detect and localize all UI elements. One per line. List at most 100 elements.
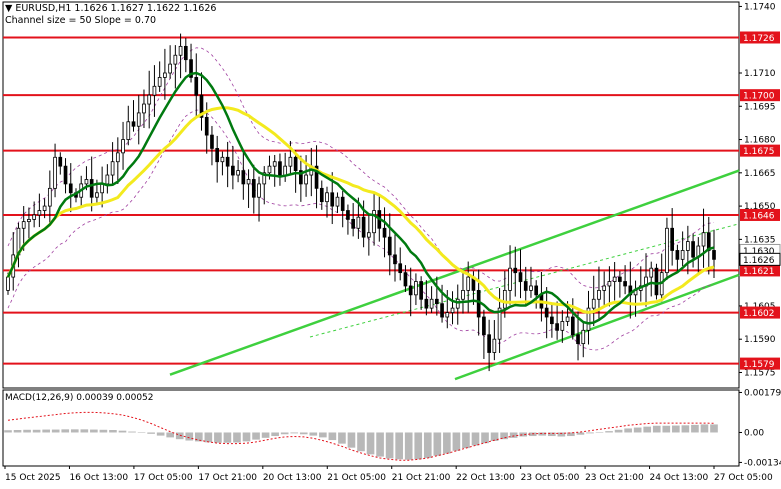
level-tag: 1.1621 — [740, 264, 780, 277]
candle-bull — [173, 54, 178, 65]
x-tick-label: 23 Oct 05:00 — [521, 473, 580, 483]
level-tag: 1.1602 — [740, 306, 780, 319]
macd-bar — [691, 424, 699, 433]
candle-bull — [32, 214, 36, 220]
candle-bull — [27, 219, 31, 223]
macd-bar — [672, 425, 680, 433]
macd-bar — [710, 424, 718, 433]
macd-bar — [481, 432, 489, 444]
candle-bear — [215, 148, 220, 163]
candle-bear — [482, 316, 486, 336]
level-tag: 1.1646 — [740, 208, 780, 221]
candle-bull — [37, 210, 42, 216]
candle-bear — [89, 179, 94, 198]
macd-header: MACD(12,26,9) 0.00039 0.00052 — [5, 393, 154, 403]
macd-bar — [490, 432, 499, 441]
macd-bar — [605, 431, 613, 433]
level-tag-label: 1.1726 — [743, 34, 775, 44]
candle-bear — [319, 187, 324, 203]
candle-bear — [241, 170, 246, 185]
macd-bar — [547, 432, 556, 437]
y-tick-label: 1.1710 — [744, 69, 776, 79]
candle-bull — [152, 85, 157, 96]
macd-bar — [70, 429, 79, 433]
candle-bull — [466, 276, 471, 291]
macd-bar — [376, 432, 384, 457]
x-tick-label: 23 Oct 21:00 — [585, 473, 644, 483]
macd-bar — [261, 432, 270, 438]
macd-panel: 0.00179 0.00 -0.00134 — [4, 388, 781, 468]
candle-bull — [414, 281, 418, 296]
macd-bar — [128, 431, 136, 433]
macd-bar — [280, 432, 289, 435]
candle-bull — [529, 285, 533, 291]
candle-bear — [63, 165, 68, 185]
macd-bar — [662, 425, 671, 433]
candle-bear — [513, 267, 518, 274]
macd-bar — [204, 432, 213, 443]
candle-bull — [157, 77, 162, 87]
candle-bull — [367, 232, 371, 238]
x-tick-label: 21 Oct 05:00 — [327, 473, 386, 483]
candle-bear — [487, 334, 491, 353]
candle-bear — [314, 165, 319, 189]
channel-lower-line — [454, 273, 740, 381]
macd-bar — [242, 432, 251, 442]
candle-bear — [251, 179, 256, 198]
candle-bear — [675, 250, 680, 260]
candle-bear — [712, 250, 716, 260]
macd-bar — [471, 432, 480, 446]
candle-bull — [335, 196, 340, 207]
candle-bull — [178, 45, 183, 56]
candle-bear — [618, 276, 622, 282]
x-tick-label: 24 Oct 13:00 — [650, 473, 709, 483]
level-tags: 1.1726 1.1700 1.1675 1.1646 1.1621 1.1602 1.15… — [739, 31, 781, 370]
macd-bar — [624, 428, 632, 433]
macd-panel-border — [2, 389, 740, 467]
level-tag: 1.1726 — [740, 31, 780, 44]
x-tick-label: 20 Oct 13:00 — [263, 473, 322, 483]
macd-bar — [166, 432, 175, 438]
macd-bar — [423, 432, 432, 458]
macd-bar — [51, 429, 60, 433]
candle-bull — [272, 161, 277, 167]
candle-bull — [450, 307, 455, 313]
ma-fast-line — [6, 71, 715, 325]
candle-bear — [210, 134, 214, 149]
candle-bull — [220, 156, 225, 163]
macd-bar — [23, 429, 31, 433]
macd-bar — [557, 432, 566, 437]
candle-bull — [607, 281, 612, 287]
candle-bear — [346, 210, 350, 220]
channel-info: Channel size = 50 Slope = 0.70 — [5, 15, 157, 26]
macd-bar — [90, 429, 98, 433]
macd-bar — [395, 432, 403, 460]
level-tag-label: 1.1621 — [743, 267, 775, 277]
candle-bull — [6, 276, 10, 291]
candle-bear — [183, 45, 188, 61]
candle-bull — [602, 285, 607, 291]
candle-bull — [665, 227, 669, 274]
macd-bar — [109, 430, 117, 433]
macd-bar — [185, 432, 194, 441]
x-tick-label: 22 Oct 13:00 — [456, 473, 515, 483]
macd-bar — [433, 432, 442, 456]
candle-bear — [68, 183, 73, 194]
candle-bear — [555, 323, 559, 331]
candle-bull — [115, 152, 120, 163]
macd-bar — [175, 432, 184, 440]
macd-bar — [328, 432, 337, 441]
candle-bear — [523, 281, 528, 291]
envelope-upper — [7, 47, 715, 289]
candle-bear — [58, 156, 63, 167]
macd-bar — [538, 432, 547, 436]
candle-bear — [194, 77, 199, 96]
candle-bear — [670, 227, 675, 251]
level-tag-label: 1.1579 — [743, 360, 775, 370]
level-tag-bg — [740, 144, 780, 157]
candle-bear — [408, 285, 413, 296]
level-tag-label: 1.1602 — [743, 309, 775, 319]
candle-bear — [419, 281, 423, 300]
chart-symbol-header: ▼ EURUSD,H1 1.1626 1.1627 1.1622 1.1626 — [5, 3, 217, 14]
